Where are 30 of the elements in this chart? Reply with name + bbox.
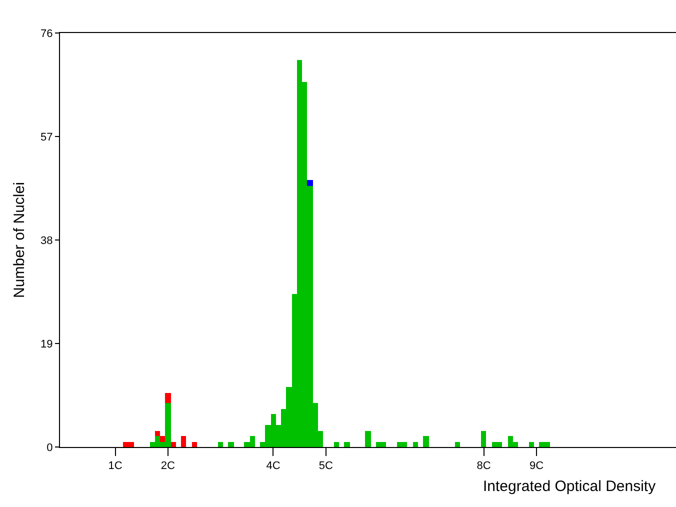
y-tick-label: 38: [40, 234, 53, 247]
bar: [155, 431, 160, 436]
bar: [171, 442, 176, 447]
bar: [160, 436, 165, 442]
bar: [218, 442, 223, 447]
bar: [181, 436, 186, 447]
x-tick-label: 9C: [529, 460, 544, 472]
x-tick-label: 5C: [318, 460, 333, 472]
x-tick-label: 8C: [476, 460, 491, 472]
bar: [365, 431, 371, 447]
bar: [228, 442, 234, 447]
bar: [529, 442, 534, 447]
bar: [423, 436, 429, 447]
bar: [307, 180, 313, 186]
bar: [165, 393, 171, 403]
x-tick-label: 2C: [160, 460, 176, 472]
y-tick-label: 57: [40, 131, 53, 144]
bar: [192, 442, 197, 447]
x-tick-label: 1C: [108, 460, 122, 472]
x-tick-label: 4C: [266, 460, 280, 472]
x-axis-title: Integrated Optical Density: [483, 478, 656, 495]
y-tick-label: 19: [40, 338, 53, 350]
bar: [455, 442, 460, 447]
y-tick-label: 76: [40, 28, 53, 40]
bar: [334, 442, 339, 447]
y-axis-title: Number of Nuclei: [10, 182, 28, 298]
y-tick-label: 0: [46, 442, 53, 454]
bar: [481, 431, 486, 447]
bar: [413, 442, 418, 447]
bar: [344, 442, 350, 447]
